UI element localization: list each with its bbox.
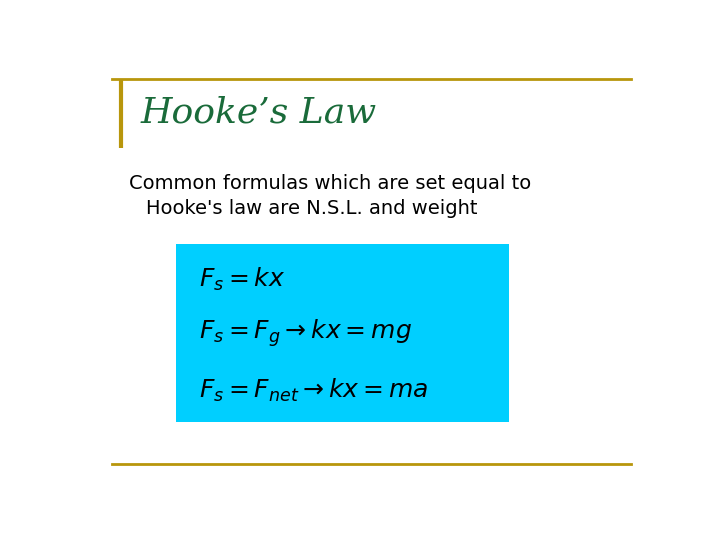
Text: $F_s = F_g \rightarrow kx = mg$: $F_s = F_g \rightarrow kx = mg$ (199, 317, 412, 349)
Text: Hooke’s Law: Hooke’s Law (140, 96, 377, 130)
FancyBboxPatch shape (176, 244, 508, 422)
Text: Common formulas which are set equal to: Common formulas which are set equal to (129, 174, 531, 193)
Text: Hooke's law are N.S.L. and weight: Hooke's law are N.S.L. and weight (145, 199, 477, 218)
Text: $F_s = F_{net} \rightarrow kx = ma$: $F_s = F_{net} \rightarrow kx = ma$ (199, 376, 428, 404)
Text: $F_s = kx$: $F_s = kx$ (199, 266, 285, 293)
